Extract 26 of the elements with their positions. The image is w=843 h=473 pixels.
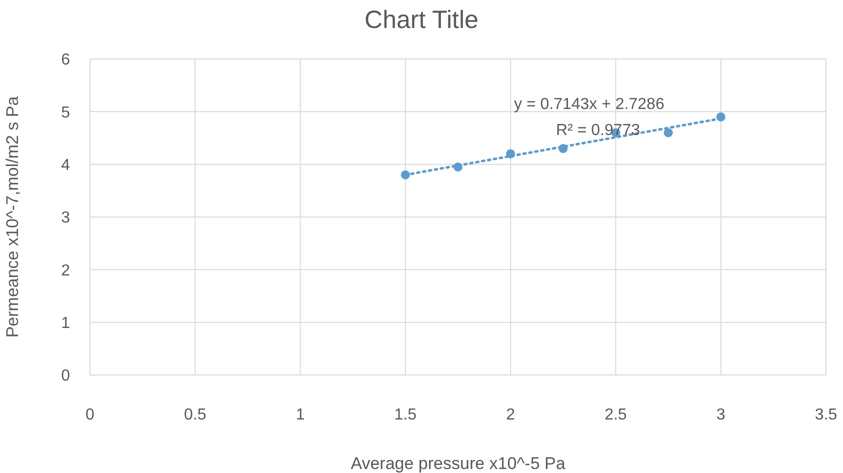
chart-title: Chart Title	[364, 6, 480, 35]
y-tick-label: 0	[61, 368, 70, 385]
y-tick-label: 6	[61, 52, 70, 69]
point	[716, 112, 726, 122]
x-tick-label: 1	[296, 406, 305, 424]
point	[453, 162, 463, 172]
annotation: y = 0.7143x + 2.7286	[514, 96, 664, 114]
x-tick-label: 2	[506, 406, 516, 424]
y-tick-label: 1	[61, 315, 70, 332]
point	[664, 128, 673, 138]
x-tick-label: 1.5	[394, 406, 417, 424]
point	[400, 170, 410, 180]
x-tick-label: 3.5	[814, 406, 838, 424]
y-tick-label: 3	[61, 210, 70, 227]
annotation: R² = 0.9773	[556, 122, 640, 140]
x-axis-title: Average pressure x10^-5 Pa	[350, 454, 566, 473]
x-tick-label: 0	[86, 406, 95, 424]
x-tick-label: 2.5	[604, 406, 627, 424]
point	[506, 149, 516, 158]
y-tick-label: 2	[61, 262, 70, 280]
x-tick-label: 0.5	[184, 406, 206, 424]
point	[558, 144, 568, 154]
y-tick-label: 5	[61, 104, 70, 122]
y-tick-label: 4	[61, 157, 70, 174]
x-tick-label: 3	[716, 406, 726, 424]
y-axis-title: Permeance x10^-7,mol/m2 s Pa	[3, 96, 22, 338]
